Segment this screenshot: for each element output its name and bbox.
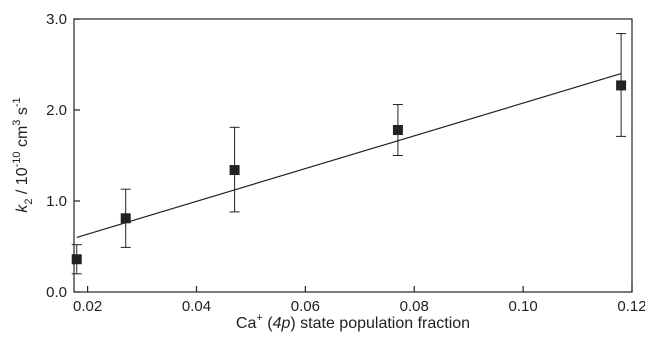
x-tick-label-1: 0.04 xyxy=(182,298,211,315)
y-tick-label-2: 2.0 xyxy=(46,102,67,119)
data-points xyxy=(71,80,627,265)
x-tick-label-5: 0.12 xyxy=(617,298,645,315)
fit-line xyxy=(76,73,622,238)
plot-frame xyxy=(73,18,633,293)
y-axis-ticks: 0.0 1.0 2.0 3.0 xyxy=(46,11,80,301)
x-tick-label-2: 0.06 xyxy=(291,298,320,315)
x-tick-label-0: 0.02 xyxy=(73,298,102,315)
data-point-0 xyxy=(71,254,82,265)
data-point-2 xyxy=(229,165,240,176)
x-axis-title: Ca+ (4p) state population fraction xyxy=(236,312,470,332)
x-tick-label-4: 0.10 xyxy=(509,298,538,315)
y-tick-label-1: 1.0 xyxy=(46,193,67,210)
data-point-4 xyxy=(616,80,627,91)
y-tick-label-0: 0.0 xyxy=(46,284,67,301)
error-bars xyxy=(71,33,627,275)
y-axis-title: k2 / 10-10 cm3 s-1 xyxy=(11,97,35,212)
data-point-3 xyxy=(392,125,403,136)
x-tick-label-3: 0.08 xyxy=(400,298,429,315)
x-axis-ticks: 0.02 0.04 0.06 0.08 0.10 0.12 xyxy=(73,286,645,315)
fit-line-group xyxy=(76,73,622,238)
y-tick-label-3: 3.0 xyxy=(46,11,67,28)
data-point-1 xyxy=(120,213,131,224)
